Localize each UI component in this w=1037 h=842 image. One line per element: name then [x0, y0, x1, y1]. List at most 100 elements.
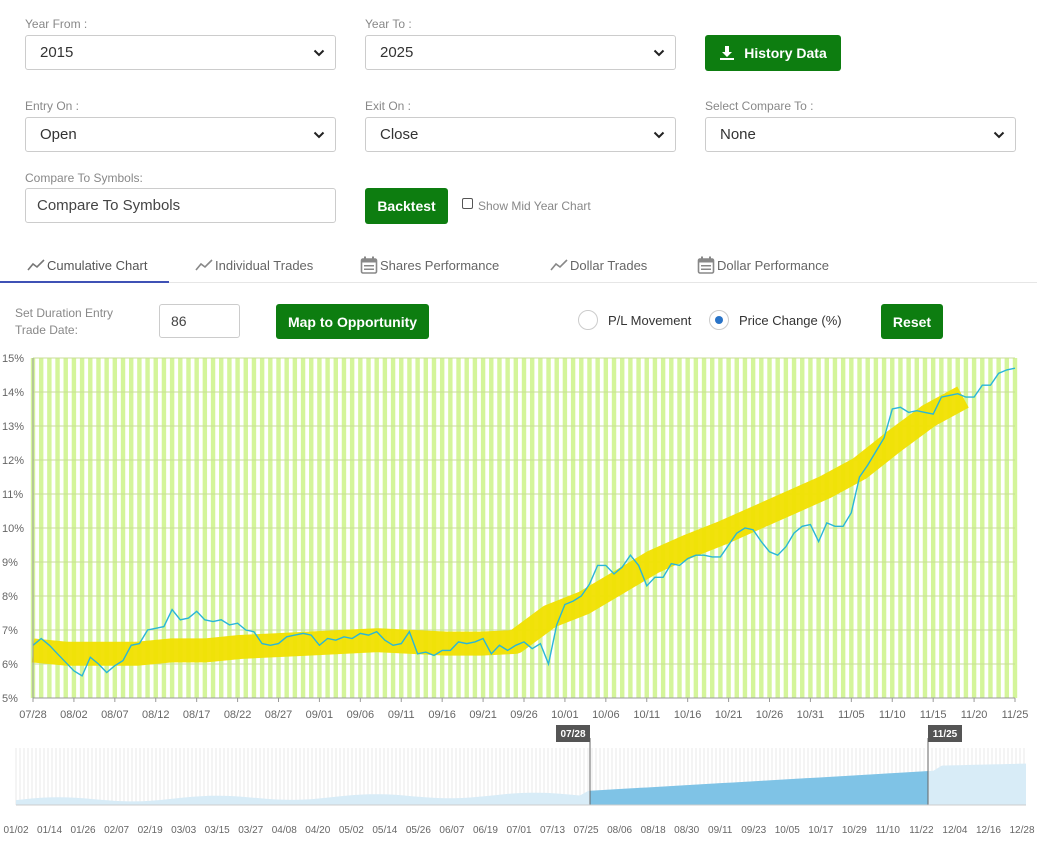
line-chart-icon — [27, 259, 45, 271]
navigator-tick-label: 02/07 — [104, 825, 129, 836]
y-tick-label: 10% — [2, 523, 24, 535]
history-data-button[interactable]: History Data — [705, 35, 841, 71]
x-tick-label: 11/15 — [920, 709, 947, 721]
navigator-tick-label: 01/14 — [37, 825, 62, 836]
navigator-tick-label: 07/25 — [574, 825, 599, 836]
reset-button[interactable]: Reset — [881, 304, 943, 339]
history-data-label: History Data — [744, 45, 827, 61]
x-tick-label: 11/25 — [1002, 709, 1029, 721]
navigator-tick-label: 11/10 — [876, 825, 901, 836]
x-tick-label: 10/06 — [592, 709, 620, 721]
calendar-icon — [697, 256, 715, 274]
navigator-tick-label: 07/13 — [540, 825, 565, 836]
chevron-down-icon — [653, 49, 665, 57]
x-tick-label: 10/31 — [797, 709, 825, 721]
navigator-tick-label: 09/23 — [741, 825, 766, 836]
year-to-value: 2025 — [380, 44, 414, 61]
x-tick-label: 08/07 — [101, 709, 129, 721]
entry-on-label: Entry On : — [25, 99, 80, 113]
x-tick-label: 09/11 — [388, 709, 415, 721]
duration-input[interactable]: 86 — [159, 304, 240, 338]
exit-on-select[interactable]: Close — [365, 117, 676, 152]
compare-symbols-input[interactable]: Compare To Symbols — [25, 188, 336, 223]
navigator-tick-label: 11/22 — [909, 825, 934, 836]
y-tick-label: 9% — [2, 557, 18, 569]
navigator-selected-area — [590, 771, 928, 805]
compare-symbols-placeholder: Compare To Symbols — [37, 197, 181, 214]
tab-cumulative-chart[interactable]: Cumulative Chart — [27, 248, 147, 282]
x-tick-label: 09/21 — [469, 709, 497, 721]
navigator-tick-label: 08/30 — [674, 825, 699, 836]
navigator-tick-label: 03/15 — [205, 825, 230, 836]
tab-shares-performance[interactable]: Shares Performance — [360, 248, 499, 282]
x-tick-label: 10/21 — [715, 709, 743, 721]
navigator-tick-label: 08/18 — [641, 825, 666, 836]
duration-label-line1: Set Duration Entry — [15, 306, 114, 320]
mid-year-label: Show Mid Year Chart — [478, 199, 591, 213]
price-change-label: Price Change (%) — [739, 313, 842, 328]
x-tick-label: 08/12 — [142, 709, 170, 721]
x-tick-label: 08/22 — [224, 709, 252, 721]
navigator-tick-label: 03/03 — [171, 825, 196, 836]
navigator-end-label: 11/25 — [933, 729, 958, 740]
backtest-button[interactable]: Backtest — [365, 188, 448, 224]
chevron-down-icon — [313, 131, 325, 139]
navigator-tick-label: 06/19 — [473, 825, 498, 836]
tab-dollar-trades[interactable]: Dollar Trades — [550, 248, 647, 282]
calendar-icon — [360, 256, 378, 274]
year-from-select[interactable]: 2015 — [25, 35, 336, 70]
x-tick-label: 09/01 — [306, 709, 334, 721]
x-tick-label: 08/27 — [265, 709, 293, 721]
entry-on-select[interactable]: Open — [25, 117, 336, 152]
y-tick-label: 13% — [2, 421, 24, 433]
mid-year-checkbox[interactable] — [462, 198, 473, 209]
duration-value: 86 — [171, 313, 187, 329]
chevron-down-icon — [993, 131, 1005, 139]
price-change-radio[interactable] — [709, 310, 729, 330]
x-tick-label: 10/26 — [756, 709, 784, 721]
y-tick-label: 14% — [2, 387, 24, 399]
tab-label: Individual Trades — [215, 257, 314, 273]
y-tick-label: 6% — [2, 659, 18, 671]
navigator-tick-label: 04/08 — [272, 825, 297, 836]
x-tick-label: 08/17 — [183, 709, 211, 721]
cumulative-chart: 5% 6% 7% 8% 9% 10% 11% 12% 13% 14% 15% 07/28 08/02 08… — [2, 353, 1035, 836]
tab-label: Shares Performance — [380, 257, 500, 273]
navigator-tick-label: 05/14 — [372, 825, 397, 836]
compare-to-value: None — [720, 126, 756, 143]
year-from-label: Year From : — [25, 17, 88, 31]
compare-symbols-label: Compare To Symbols: — [25, 171, 143, 185]
navigator-tick-label: 01/02 — [3, 825, 28, 836]
x-tick-label: 08/02 — [60, 709, 88, 721]
range-navigator: 07/28 11/25 01/02 01/14 01/26 02/07 02/19 03/03… — [3, 725, 1035, 836]
line-chart-icon — [550, 259, 568, 271]
tab-dollar-performance[interactable]: Dollar Performance — [697, 248, 829, 282]
year-from-value: 2015 — [40, 44, 74, 61]
navigator-start-label-box[interactable] — [556, 725, 590, 742]
x-tick-label: 10/11 — [633, 709, 660, 721]
navigator-end-label-box[interactable] — [928, 725, 962, 742]
tab-individual-trades[interactable]: Individual Trades — [195, 248, 313, 282]
compare-to-select[interactable]: None — [705, 117, 1016, 152]
exit-on-value: Close — [380, 126, 419, 143]
active-tab-indicator — [0, 281, 169, 283]
year-to-label: Year To : — [365, 17, 412, 31]
y-tick-label: 11% — [2, 489, 23, 501]
pl-movement-radio[interactable] — [578, 310, 598, 330]
navigator-tick-label: 12/16 — [976, 825, 1001, 836]
price-line-series — [32, 367, 1016, 677]
navigator-tick-label: 05/26 — [406, 825, 431, 836]
navigator-tick-label: 01/26 — [71, 825, 96, 836]
pl-movement-label: P/L Movement — [608, 313, 692, 328]
x-tick-label: 11/05 — [838, 709, 865, 721]
navigator-tick-label: 02/19 — [138, 825, 163, 836]
duration-label-line2: Trade Date: — [15, 323, 78, 337]
year-to-select[interactable]: 2025 — [365, 35, 676, 70]
x-tick-label: 11/20 — [961, 709, 988, 721]
map-to-opportunity-button[interactable]: Map to Opportunity — [276, 304, 429, 339]
chevron-down-icon — [653, 131, 665, 139]
trend-band-path — [31, 386, 969, 666]
line-chart-icon — [195, 259, 213, 271]
navigator-tick-label: 12/28 — [1009, 825, 1034, 836]
entry-on-value: Open — [40, 126, 77, 143]
